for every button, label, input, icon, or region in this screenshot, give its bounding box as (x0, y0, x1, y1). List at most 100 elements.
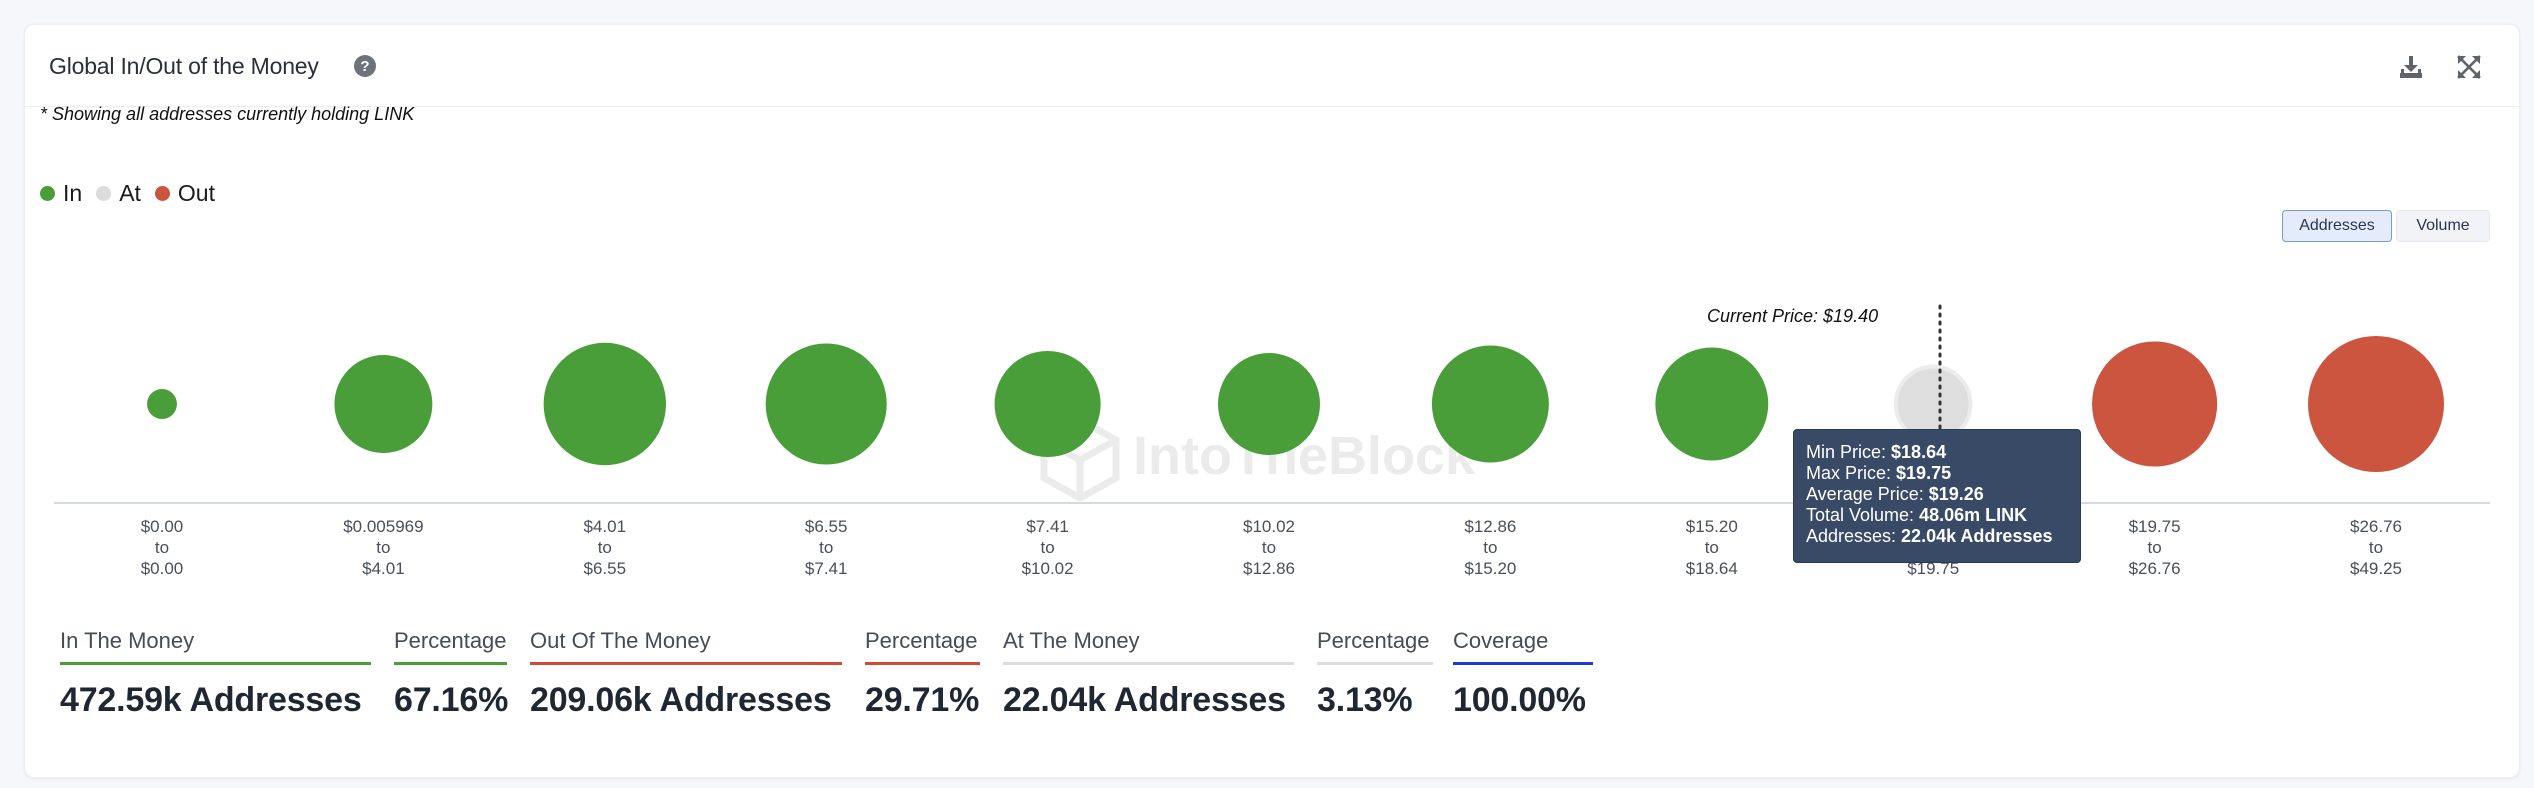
stat-underline (1453, 662, 1593, 665)
bubble-10[interactable] (2308, 336, 2444, 472)
legend-dot-in (40, 186, 55, 201)
x-tick-label-6-0: $12.86 (1464, 517, 1516, 536)
x-tick-label-1-0: $0.005969 (343, 517, 423, 536)
stat-6: Coverage 100.00% (1453, 628, 1593, 720)
tooltip-row-0: Min Price: $18.64 (1806, 442, 2080, 463)
tooltip-label: Max Price: (1806, 463, 1897, 483)
x-tick-label-7-0: $15.20 (1686, 517, 1738, 536)
tooltip-value: 48.06m LINK (1919, 505, 2028, 525)
stat-value: 100.00% (1453, 681, 1586, 719)
bubble-5[interactable] (1218, 353, 1320, 455)
stat-label: At The Money (1003, 628, 1140, 653)
tooltip-value: $18.64 (1891, 442, 1947, 462)
legend-item-at[interactable]: At (96, 180, 141, 207)
x-tick-label-5-0: $10.02 (1243, 517, 1295, 536)
legend-label-out: Out (177, 180, 215, 206)
legend-item-out[interactable]: Out (154, 180, 215, 207)
holding-note: * Showing all addresses currently holdin… (40, 104, 415, 124)
stat-value: 22.04k Addresses (1003, 681, 1286, 719)
tooltip-row-1: Max Price: $19.75 (1806, 463, 2080, 484)
bubble-0[interactable] (147, 389, 177, 419)
tooltip-value: $19.75 (1896, 463, 1952, 483)
tooltip-label: Total Volume: (1806, 505, 1920, 525)
stat-label: In The Money (60, 628, 195, 653)
legend-label-in: In (63, 180, 83, 206)
x-tick-label-0-1: to (155, 538, 169, 557)
stat-0: In The Money 472.59k Addresses (60, 628, 371, 720)
tooltip-row-4: Addresses: 22.04k Addresses (1806, 526, 2080, 547)
fullscreen-button[interactable] (2451, 49, 2487, 85)
x-tick-label-3-0: $6.55 (805, 517, 848, 536)
download-button[interactable] (2393, 49, 2429, 85)
x-tick-label-3-2: $7.41 (805, 559, 848, 578)
svg-text:?: ? (360, 58, 369, 75)
x-tick-label-10-0: $26.76 (2350, 517, 2402, 536)
stat-value: 209.06k Addresses (530, 681, 832, 719)
current-price-label: Current Price: $19.40 (1707, 306, 1878, 326)
stat-5: Percentage 3.13% (1317, 628, 1433, 720)
x-tick-label-0-2: $0.00 (141, 559, 184, 578)
volume-toggle-button[interactable]: Volume (2396, 210, 2490, 242)
bubble-4[interactable] (994, 350, 1101, 458)
bubble-3[interactable] (765, 343, 887, 465)
stat-underline (394, 662, 507, 665)
x-tick-label-1-1: to (376, 538, 390, 557)
addresses-toggle-button[interactable]: Addresses (2282, 210, 2392, 242)
x-tick-label-3-1: to (819, 538, 833, 557)
x-tick-label-2-2: $6.55 (584, 559, 627, 578)
help-icon[interactable]: ? (353, 54, 377, 78)
bubble-6[interactable] (1431, 345, 1549, 463)
x-tick-label-9-1: to (2148, 538, 2162, 557)
card-header: Global In/Out of the Money ? (25, 25, 2519, 107)
x-tick-label-6-2: $15.20 (1464, 559, 1516, 578)
x-tick-label-9-2: $26.76 (2129, 559, 2181, 578)
tooltip-row-2: Average Price: $19.26 (1806, 484, 2080, 505)
bubble-chart: IntoTheBlock Current Price: $19.40 $0.00… (54, 304, 2490, 578)
x-tick-label-4-1: to (1041, 538, 1055, 557)
x-tick-label-5-2: $12.86 (1243, 559, 1295, 578)
fullscreen-icon (2457, 55, 2481, 79)
stat-label: Percentage (1317, 628, 1430, 653)
bubble-2[interactable] (543, 342, 666, 466)
stat-label: Coverage (1453, 628, 1549, 653)
x-tick-label-9-0: $19.75 (2129, 517, 2181, 536)
x-tick-label-2-1: to (598, 538, 612, 557)
tooltip-label: Min Price: (1806, 442, 1892, 462)
x-tick-label-5-1: to (1262, 538, 1276, 557)
legend-label-at: At (119, 180, 141, 206)
stat-underline (865, 662, 980, 665)
stat-underline (60, 662, 371, 665)
stat-value: 29.71% (865, 681, 980, 719)
x-tick-label-7-1: to (1705, 538, 1719, 557)
tooltip-row-3: Total Volume: 48.06m LINK (1806, 505, 2080, 526)
stat-value: 3.13% (1317, 681, 1413, 719)
stat-label: Percentage (394, 628, 507, 653)
bubble-7[interactable] (1655, 347, 1769, 461)
stat-value: 67.16% (394, 681, 509, 719)
tooltip-label: Addresses: (1806, 526, 1902, 546)
stat-underline (1317, 662, 1433, 665)
x-tick-label-8-2: $19.75 (1907, 559, 1959, 578)
x-tick-label-0-0: $0.00 (141, 517, 184, 536)
stat-3: Percentage 29.71% (865, 628, 980, 720)
stat-4: At The Money 22.04k Addresses (1003, 628, 1294, 720)
tooltip-value: 22.04k Addresses (1901, 526, 2053, 546)
download-icon (2400, 56, 2422, 78)
x-tick-label-1-2: $4.01 (362, 559, 405, 578)
stat-underline (1003, 662, 1294, 665)
bubble-tooltip: Min Price: $18.64 Max Price: $19.75 Averag… (1793, 429, 2081, 563)
stat-value: 472.59k Addresses (60, 681, 362, 719)
stat-label: Out Of The Money (530, 628, 711, 653)
legend-item-in[interactable]: In (40, 180, 82, 207)
stat-underline (530, 662, 842, 665)
x-tick-label-7-2: $18.64 (1686, 559, 1738, 578)
x-tick-label-10-1: to (2369, 538, 2383, 557)
bubble-1[interactable] (334, 355, 433, 453)
stat-label: Percentage (865, 628, 978, 653)
bubble-9[interactable] (2092, 341, 2218, 467)
x-tick-label-4-0: $7.41 (1026, 517, 1069, 536)
legend-dot-out (154, 186, 170, 201)
stat-1: Percentage 67.16% (394, 628, 509, 720)
tooltip-value: $19.26 (1928, 484, 1984, 504)
x-tick-label-4-2: $10.02 (1022, 559, 1074, 578)
